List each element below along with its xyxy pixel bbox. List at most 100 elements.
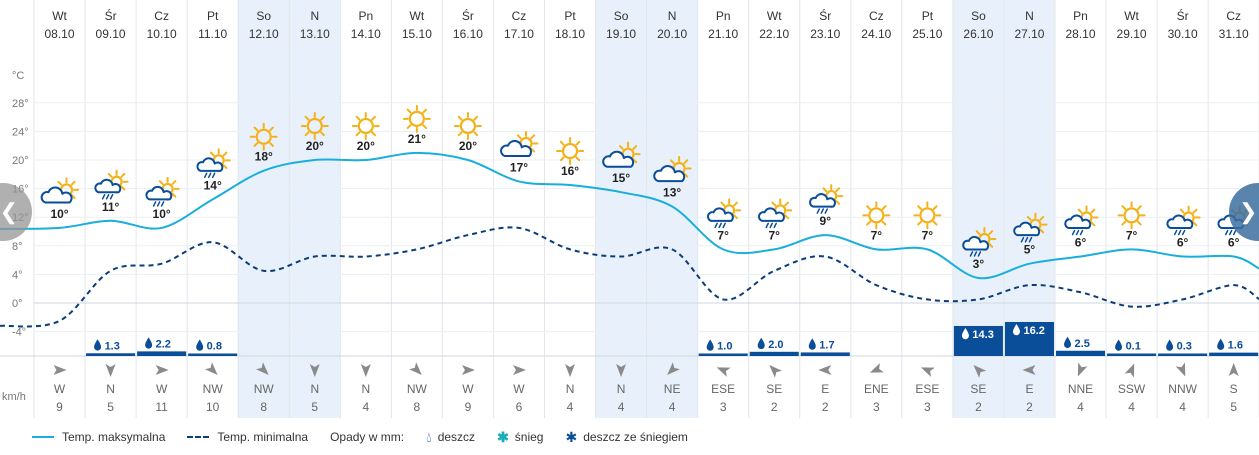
day-date: 19.10: [606, 27, 636, 41]
sun-ray: [422, 124, 428, 130]
temp-label: 10°: [153, 207, 171, 221]
day-name: Wt: [52, 9, 67, 23]
temp-label: 5°: [1024, 243, 1036, 257]
precip-label: 2.5: [1075, 338, 1090, 350]
sun-ray: [866, 220, 871, 226]
chevron-left-icon: ❮: [0, 199, 18, 224]
wind-direction: W: [156, 382, 168, 396]
cloud-shape: [1013, 221, 1041, 237]
day-date: 30.10: [1168, 27, 1198, 41]
wind-arrow-icon: [155, 365, 169, 375]
day-name: N: [310, 9, 319, 23]
wind-arrow-icon: [53, 365, 67, 375]
rain-streak: [769, 222, 773, 229]
precip-label: 1.3: [105, 340, 120, 352]
sun-rain-cloud-icon: [758, 198, 793, 229]
wind-arrow-icon: [716, 367, 731, 377]
wind-speed: 8: [414, 400, 421, 414]
wind-arrow-shape: [769, 365, 783, 378]
y-tick-label: 28°: [12, 98, 29, 110]
series-line-tmin: [0, 226, 1259, 328]
day-date: 26.10: [963, 27, 993, 41]
weekend-column-bg: [238, 0, 290, 418]
wind-arrow-icon: [1175, 362, 1186, 377]
wind-arrow-icon: [616, 364, 627, 377]
day-name: Śr: [462, 8, 474, 23]
day-date: 14.10: [351, 27, 381, 41]
temp-label: 20°: [306, 139, 324, 153]
rain-streak: [1228, 229, 1233, 236]
precip-label: 0.3: [1177, 341, 1192, 353]
wind-direction: NNW: [1168, 382, 1197, 396]
wind-direction: SE: [766, 382, 782, 396]
sun-ray: [171, 180, 177, 185]
rain-streak: [824, 208, 829, 214]
raindrop-icon: [1012, 323, 1020, 336]
wind-speed: 4: [1179, 400, 1186, 414]
sun-ray: [784, 214, 790, 220]
sun-ray: [1090, 221, 1096, 227]
day-name: Pn: [716, 9, 731, 23]
wind-direction: E: [1025, 382, 1033, 396]
legend-label-snow: śnieg: [514, 430, 544, 444]
sun-ray: [304, 115, 310, 121]
day-name: Śr: [105, 8, 117, 23]
sun-rain-cloud-icon: [706, 198, 742, 229]
sun-ray: [422, 108, 428, 114]
day-name: Pn: [358, 9, 373, 23]
rain-streak: [109, 194, 114, 200]
wind-arrow-shape: [255, 362, 269, 375]
precip-label-group: 1.0: [706, 339, 732, 353]
rain-streak: [160, 201, 165, 207]
sun-rain-cloud-icon: [809, 184, 844, 214]
wind-speed: 3: [720, 400, 727, 414]
temp-label: 9°: [820, 214, 832, 228]
sun-ray: [618, 145, 624, 150]
day-headers: Wt 08.10 Śr 09.10 Cz 10.10 Pt 11.10 So 12.10 N 13.1…: [45, 8, 1250, 41]
sun-disc: [255, 128, 272, 145]
cloud-shape: [1166, 214, 1194, 230]
weekend-column-bg: [595, 0, 647, 418]
rain-streak: [718, 222, 722, 229]
wind-direction: SSW: [1118, 382, 1146, 396]
sun-rain-cloud-icon: [1013, 212, 1048, 243]
precip-bar: [188, 353, 238, 356]
cloud-shape: [40, 186, 73, 204]
rain-streak: [820, 208, 825, 214]
legend-precip-title: Opady w mm:: [330, 430, 404, 444]
sun-ray: [371, 131, 377, 137]
sun-ray: [559, 140, 565, 146]
sun-ray: [171, 192, 177, 198]
sun-ray: [355, 131, 361, 137]
wind-direction: N: [617, 382, 626, 396]
precipitation-bars: 1.3 2.2 0.8 1.0 2.0 1.7 14.3 16.2 2.5 0.1 0.3 1.6: [86, 321, 1259, 356]
sun-ray: [632, 158, 638, 164]
precip-bar: [800, 352, 850, 356]
wind-row: W9N5W11NW10NW8N5N4NW8W9W6N4N4NE4ESE3SE2E…: [53, 362, 1239, 414]
wind-arrow-icon: [1077, 362, 1088, 377]
wind-arrow-icon: [920, 367, 935, 377]
rain-streak: [1173, 229, 1178, 236]
wind-arrow-shape: [1077, 362, 1088, 377]
day-date: 18.10: [555, 27, 585, 41]
sun-ray: [269, 126, 274, 132]
raindrop-icon: [196, 339, 204, 351]
rain-streak: [1071, 229, 1076, 236]
precip-label: 1.0: [717, 341, 732, 353]
wind-direction: N: [106, 382, 115, 396]
legend-label-tmax: Temp. maksymalna: [62, 430, 166, 444]
precip-bar: [698, 353, 748, 356]
wind-arrow-icon: [667, 362, 680, 375]
day-name: N: [1025, 9, 1034, 23]
sun-ray: [988, 242, 994, 248]
wind-direction: NE: [664, 382, 681, 396]
wind-direction: ESE: [915, 382, 939, 396]
rain-streak: [101, 194, 106, 200]
sun-cloud-icon: [602, 141, 641, 168]
sun-ray: [355, 115, 361, 121]
sun-icon: [556, 137, 585, 166]
wind-speed: 9: [465, 400, 472, 414]
temp-label: 20°: [357, 139, 375, 153]
wind-direction: W: [54, 382, 66, 396]
sun-disc: [1123, 207, 1140, 224]
